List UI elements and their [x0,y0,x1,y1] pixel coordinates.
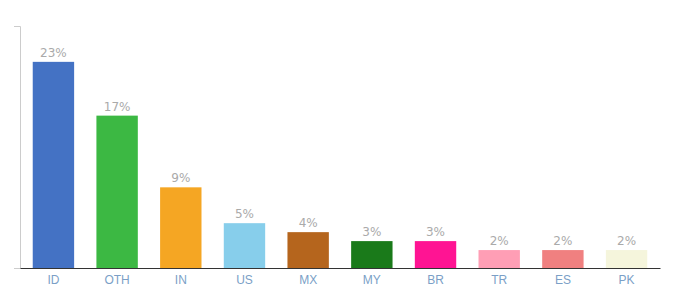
x-tick-label: MX [299,273,317,287]
x-axis: ID OTH IN US MX MY BR TR ES PK [21,269,661,287]
x-tick: IN [175,273,187,287]
y-axis-line [14,27,21,269]
bar [606,250,647,268]
x-tick-label: MY [363,273,381,287]
data-label: 9% [171,171,190,185]
data-labels: 23% 17% 9% 5% 4% 3% 3% 2% 2% 2% [40,46,636,248]
data-label: 2% [617,234,636,248]
bar [160,187,201,268]
x-tick: OTH [104,273,129,287]
data-label: 2% [490,234,509,248]
data-label: 3% [426,225,445,239]
bar [479,250,520,268]
x-tick-label: IN [175,273,187,287]
data-label: 4% [299,216,318,230]
bar [415,241,456,268]
chart: IDOTHINUSMXMYBRTRESPK23%17%9%5%4%3%3%2%2… [0,0,680,300]
x-tick: PK [619,273,635,287]
x-tick-label: OTH [104,273,129,287]
bar [351,241,392,268]
bar [542,250,583,268]
x-tick: TR [491,273,507,287]
bar [224,223,265,268]
x-tick-label: ID [47,273,59,287]
x-tick-label: PK [619,273,635,287]
data-label: 2% [553,234,572,248]
x-tick: MY [363,273,381,287]
x-tick: BR [427,273,444,287]
x-tick: ID [47,273,59,287]
x-tick-label: BR [427,273,444,287]
x-axis-line [21,268,661,269]
bars [33,62,648,268]
bar [33,62,74,268]
x-tick: MX [299,273,317,287]
x-tick-label: US [236,273,253,287]
data-label: 5% [235,207,254,221]
x-tick: US [236,273,253,287]
plot: IDOTHINUSMXMYBRTRESPK23%17%9%5%4%3%3%2%2… [14,27,661,287]
data-label: 3% [362,225,381,239]
x-tick: ES [555,273,571,287]
x-tick-label: TR [491,273,507,287]
y-axis [14,27,21,269]
data-label: 23% [40,46,67,60]
bar [96,116,137,268]
bar [287,232,328,268]
data-label: 17% [104,100,131,114]
x-tick-label: ES [555,273,571,287]
